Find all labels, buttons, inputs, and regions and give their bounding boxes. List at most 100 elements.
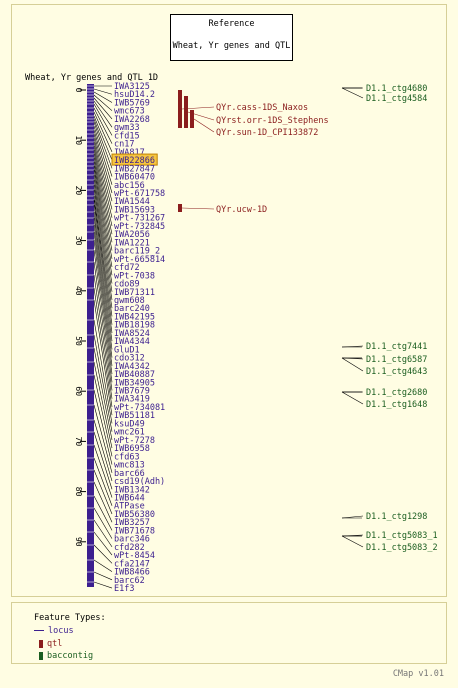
locus-label[interactable]: cfa2147	[114, 559, 150, 569]
contig-label[interactable]: D1.1_ctg5083_1	[366, 531, 438, 541]
qtl-label[interactable]: QYrst.orr-1DS_Stephens	[216, 116, 329, 126]
locus-label[interactable]: IWB22866	[114, 156, 155, 166]
locus-label[interactable]: barc119_2	[114, 247, 160, 257]
locus-label[interactable]: wPt-665814	[114, 255, 165, 265]
locus-label[interactable]: csd19(Adh)	[114, 477, 165, 487]
reference-box[interactable]: Reference Wheat, Yr genes and QTL	[170, 14, 293, 61]
locus-label[interactable]: barc66	[114, 469, 145, 479]
locus-label[interactable]: IWB71311	[114, 288, 155, 298]
locus-label[interactable]: IWA4342	[114, 362, 150, 372]
locus-label[interactable]: IWA3125	[114, 82, 150, 92]
locus-label[interactable]: cn17	[114, 140, 134, 150]
locus-label[interactable]: IWB7679	[114, 387, 150, 397]
locus-label[interactable]: IWB27847	[114, 164, 155, 174]
locus-label[interactable]: abc156	[114, 181, 145, 191]
locus-label[interactable]: IWA8524	[114, 329, 150, 339]
locus-label[interactable]: wPt-732845	[114, 222, 165, 232]
locus-connector	[93, 469, 113, 515]
locus-label[interactable]: IWB40887	[114, 370, 155, 380]
locus-label[interactable]: IWB71678	[114, 526, 155, 536]
locus-label[interactable]: IWA817	[114, 148, 145, 158]
locus-label[interactable]: cdo89	[114, 280, 140, 290]
qtl-bar[interactable]	[184, 96, 188, 128]
locus-label[interactable]: IWA1221	[114, 238, 150, 248]
contig-connector	[341, 87, 364, 99]
locus-connector	[93, 217, 113, 350]
locus-label[interactable]: GluD1	[114, 345, 140, 355]
contig-label[interactable]: D1.1_ctg6587	[366, 355, 427, 365]
locus-label[interactable]: IWA3419	[114, 395, 150, 405]
locus-label[interactable]: wPt-731267	[114, 214, 165, 224]
locus-label[interactable]: IWA2056	[114, 230, 150, 240]
qtl-connector	[181, 207, 215, 210]
locus-connector	[93, 231, 113, 366]
locus-label[interactable]: hsuD14.2	[114, 90, 155, 100]
contig-label[interactable]: D1.1_ctg1298	[366, 512, 427, 522]
locus-label[interactable]: IWA4344	[114, 337, 150, 347]
qtl-bar[interactable]	[178, 90, 182, 128]
locus-label[interactable]: cfd15	[114, 131, 140, 141]
locus-label[interactable]: IWB8466	[114, 568, 150, 578]
locus-label[interactable]: IWA2268	[114, 115, 150, 125]
locus-label[interactable]: IWB18198	[114, 321, 155, 331]
locus-label[interactable]: IWB60470	[114, 173, 155, 183]
contig-label[interactable]: D1.1_ctg7441	[366, 342, 427, 352]
locus-label[interactable]: gwm608	[114, 296, 145, 306]
locus-label[interactable]: IWB644	[114, 494, 145, 504]
locus-connector	[93, 91, 113, 103]
locus-label[interactable]: barc346	[114, 535, 150, 545]
contig-label[interactable]: D1.1_ctg2680	[366, 388, 427, 398]
qtl-label[interactable]: QYr.cass-1DS_Naxos	[216, 103, 308, 113]
locus-connector	[93, 149, 113, 235]
locus-connector	[93, 249, 113, 383]
map-title[interactable]: Wheat, Yr genes and QTL 1D	[25, 73, 158, 83]
chromosome-bar[interactable]	[87, 84, 94, 587]
locus-label[interactable]: ksuD49	[114, 419, 145, 429]
locus-connector	[93, 389, 113, 465]
locus-label[interactable]: barc240	[114, 304, 150, 314]
locus-label[interactable]: IWB34905	[114, 378, 155, 388]
locus-label[interactable]: IWB5769	[114, 98, 150, 108]
axis-tick-label: 10	[74, 135, 83, 145]
locus-label[interactable]: E1f3	[114, 584, 134, 594]
locus-label[interactable]: IWB51181	[114, 411, 155, 421]
qtl-bar[interactable]	[178, 204, 182, 212]
locus-label[interactable]: cdo312	[114, 354, 145, 364]
contig-label[interactable]: D1.1_ctg1648	[366, 400, 427, 410]
qtl-bar[interactable]	[190, 110, 194, 128]
locus-label[interactable]: IWB1342	[114, 485, 150, 495]
locus-label[interactable]: IWB3257	[114, 518, 150, 528]
locus-label[interactable]: cfd282	[114, 543, 145, 553]
qtl-label[interactable]: QYr.sun-1D_CPI133872	[216, 128, 318, 138]
locus-label[interactable]: IWB15693	[114, 205, 155, 215]
locus-label[interactable]: wPt-734081	[114, 403, 165, 413]
locus-label[interactable]: IWA1544	[114, 197, 150, 207]
contig-label[interactable]: D1.1_ctg4643	[366, 367, 427, 377]
locus-label[interactable]: wPt-671758	[114, 189, 165, 199]
locus-label[interactable]: wPt-8454	[114, 551, 155, 561]
axis-tick-label: 40	[74, 286, 83, 296]
legend-item-locus: locus	[34, 626, 74, 637]
locus-label[interactable]: barc62	[114, 576, 145, 586]
locus-label[interactable]: wmc673	[114, 107, 145, 117]
contig-label[interactable]: D1.1_ctg4584	[366, 94, 427, 104]
locus-label[interactable]: wPt-7038	[114, 271, 155, 281]
qtl-label[interactable]: QYr.ucw-1D	[216, 205, 267, 215]
locus-connector	[93, 507, 113, 539]
locus-label[interactable]: IWB6958	[114, 444, 150, 454]
locus-label[interactable]: gwm33	[114, 123, 140, 133]
locus-label[interactable]: IWB42195	[114, 312, 155, 322]
locus-label[interactable]: cfd72	[114, 263, 140, 273]
locus-connector	[93, 224, 113, 358]
qtl-connector	[193, 118, 215, 133]
locus-label[interactable]: wmc813	[114, 461, 145, 471]
locus-label[interactable]: ATPase	[114, 502, 145, 512]
locus-label[interactable]: wPt-7278	[114, 436, 155, 446]
locus-label[interactable]: cfd63	[114, 452, 140, 462]
contig-label[interactable]: D1.1_ctg5083_2	[366, 543, 438, 553]
contig-label[interactable]: D1.1_ctg4680	[366, 84, 427, 94]
locus-label[interactable]: IWB56380	[114, 510, 155, 520]
locus-label[interactable]: wmc261	[114, 428, 145, 438]
locus-connector	[93, 204, 113, 333]
reference-title[interactable]: Wheat, Yr genes and QTL	[172, 41, 291, 51]
